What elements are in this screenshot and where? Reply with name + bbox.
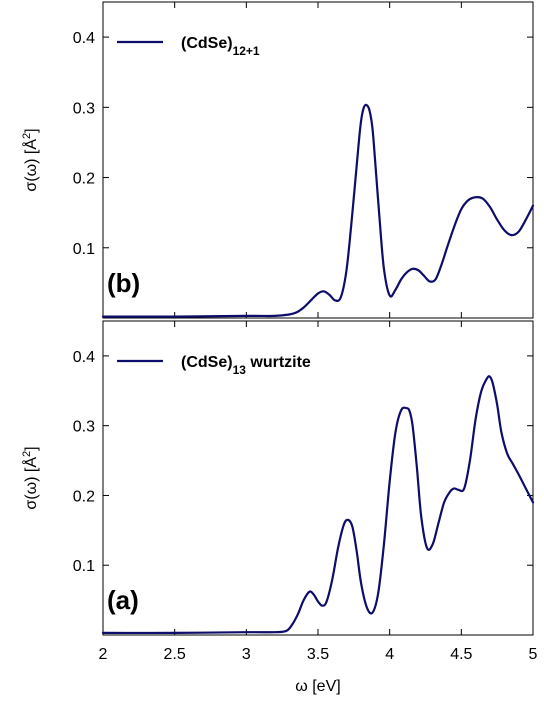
y-axis-title-main: σ(ω) [Å	[21, 457, 40, 510]
legend-label: (CdSe)12+1	[181, 35, 260, 58]
x-tick-label: 3	[242, 646, 251, 663]
series-line	[101, 375, 535, 635]
panel-label: (a)	[107, 585, 139, 615]
legend-label-sub: 13	[233, 363, 247, 377]
y-axis-title-end: ]	[23, 446, 40, 450]
x-tick-label: 4.5	[450, 646, 472, 663]
x-axis-title: ω [eV]	[295, 678, 340, 695]
legend-label-tail: wurtzite	[246, 354, 311, 371]
y-axis-title: σ(ω) [Å2]	[21, 446, 40, 509]
series-line	[101, 103, 535, 318]
x-tick-label: 2	[99, 646, 108, 663]
y-axis-title-main: σ(ω) [Å	[21, 139, 40, 192]
y-tick-label: 0.3	[73, 419, 95, 436]
y-axis-title-sup: 2	[21, 133, 33, 139]
x-tick-label: 4	[385, 646, 394, 663]
y-tick-label: 0.1	[73, 558, 95, 575]
legend-label-base: (CdSe)	[181, 354, 233, 371]
y-tick-label: 0.2	[73, 171, 95, 188]
y-tick-label: 0.3	[73, 100, 95, 117]
legend-label: (CdSe)13 wurtzite	[181, 354, 311, 377]
plot-frame	[102, 1, 534, 319]
y-tick-label: 0.4	[73, 30, 95, 47]
y-tick-label: 0.1	[73, 241, 95, 258]
panel-label: (b)	[107, 268, 140, 298]
x-tick-label: 2.5	[164, 646, 186, 663]
y-axis-title-end: ]	[23, 128, 40, 132]
panel-a: 2 2.5 3 3.5 4 4.5 50.10.20.30.4σ(ω) [Å2]ω [eV]…	[21, 320, 538, 695]
x-tick-label: 5	[529, 646, 538, 663]
y-axis-title: σ(ω) [Å2]	[21, 128, 40, 191]
panel-b: 0.1 0.2 0.3 0.4 σ(ω) [Å2] (CdSe)12+1 (b)	[21, 1, 535, 319]
legend-label-sub: 12+1	[233, 44, 260, 58]
legend-label-base: (CdSe)	[181, 35, 233, 52]
y-axis-title-sup: 2	[21, 451, 33, 457]
plot-frame	[102, 320, 534, 636]
x-tick-label: 3.5	[307, 646, 329, 663]
y-tick-label: 0.4	[73, 349, 95, 366]
y-tick-label: 0.2	[73, 488, 95, 505]
